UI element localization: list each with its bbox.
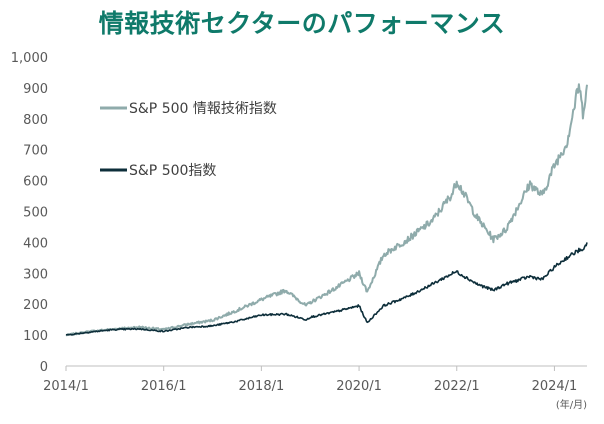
y-tick-label: 600 [23,175,48,190]
series-line-sp500 [65,242,588,336]
y-tick-label: 1,000 [11,51,48,66]
y-tick-label: 800 [23,113,48,128]
y-tick-label: 300 [23,267,48,282]
legend-label-it: S&P 500 情報技術指数 [129,101,277,117]
y-tick-label: 400 [23,236,48,251]
x-tick-label: 2022/1 [434,379,480,394]
chart-title: 情報技術セクターのパフォーマンス [98,9,506,38]
y-tick-label: 100 [23,329,48,344]
y-axis: 0 100 200 300 400 500 600 700 800 900 1,000 [11,51,48,375]
y-tick-label: 900 [23,82,48,97]
x-axis: 2014/1 2016/1 2018/1 2020/1 2022/1 2024/1 [43,365,587,394]
x-axis-unit-label: (年/月) [556,398,587,411]
y-tick-label: 700 [23,144,48,159]
series-layer [65,83,588,337]
y-tick-label: 200 [23,298,48,313]
legend-label-sp500: S&P 500指数 [129,163,216,179]
x-tick-label: 2018/1 [239,379,285,394]
legend: S&P 500 情報技術指数 S&P 500指数 [100,101,277,179]
series-line-it [65,83,588,337]
x-tick-label: 2014/1 [43,379,89,394]
x-tick-label: 2020/1 [336,379,382,394]
y-tick-label: 0 [40,360,48,375]
x-tick-label: 2024/1 [532,379,578,394]
y-tick-label: 500 [23,206,48,221]
x-tick-label: 2016/1 [141,379,187,394]
